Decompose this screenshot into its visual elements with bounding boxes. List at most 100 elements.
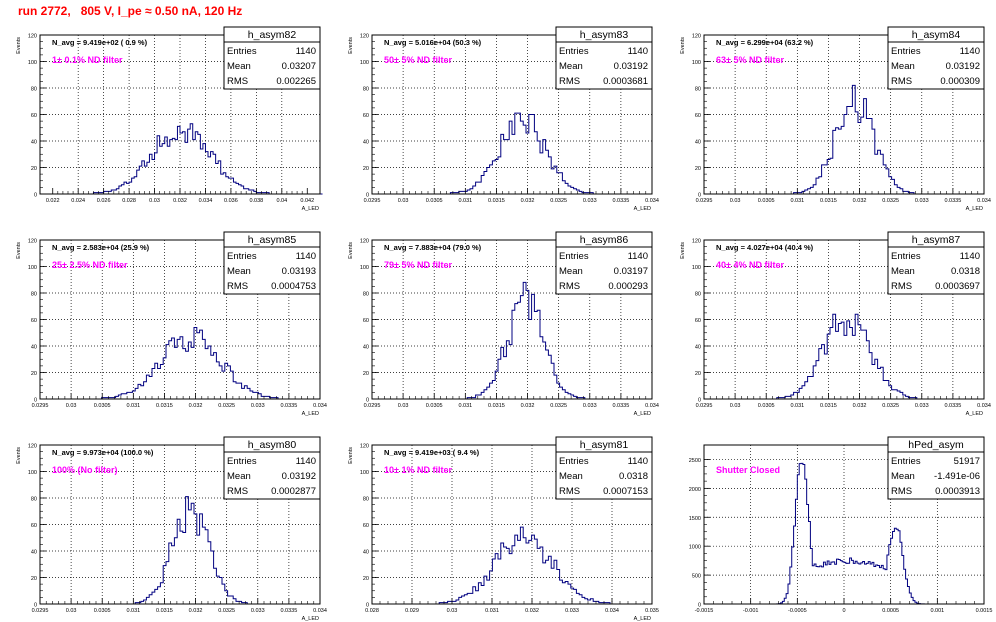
x-tick-label: 0.03 (66, 403, 77, 409)
stats-value-mean: -1.491e-06 (934, 471, 980, 482)
x-tick-label: 0.024 (71, 198, 85, 204)
filter-annotation: Shutter Closed (716, 465, 780, 475)
x-tick-label: 0.0315 (488, 198, 505, 204)
stats-label-entries: Entries (559, 456, 589, 467)
histogram-series (40, 326, 320, 400)
stats-label-rms: RMS (227, 281, 248, 292)
n-avg-text: N_avg = 9.419e+03 ( 9.4 %) (384, 448, 480, 457)
x-tick-label: 0.033 (915, 403, 929, 409)
grid (40, 34, 320, 194)
stats-value-entries: 1140 (296, 251, 316, 262)
y-tick-label: 2500 (689, 458, 701, 464)
x-tick-label: 0.028 (365, 608, 379, 614)
stats-box-frame (887, 436, 985, 500)
stats-name: h_asym80 (248, 439, 297, 451)
x-axis-title: A_LED (634, 206, 651, 212)
x-tick-label: -0.0005 (788, 608, 807, 614)
stats-label-mean: Mean (891, 266, 915, 277)
stats-label-entries: Entries (891, 456, 921, 467)
x-tick-label: 0.0305 (426, 198, 443, 204)
stats-value-rms: 0.0003697 (935, 281, 980, 292)
stats-label-rms: RMS (227, 486, 248, 497)
y-tick-label: 0 (34, 603, 37, 609)
y-tick-label: 20 (363, 371, 369, 377)
stats-box-frame (887, 231, 985, 295)
x-tick-label: 0.034 (977, 403, 991, 409)
x-tick-label: 0.0325 (218, 403, 235, 409)
y-tick-label: 40 (363, 140, 369, 146)
grid (372, 239, 652, 399)
x-tick-label: 0.0305 (758, 198, 775, 204)
stats-value-rms: 0.0002877 (271, 486, 316, 497)
histogram-series (372, 112, 652, 195)
stats-label-mean: Mean (559, 61, 583, 72)
y-tick-label: 20 (31, 166, 37, 172)
histogram-panel-h_asym83: 0 20 40 60 80 100 120 0.0295 0.03 0.0305 0.031 0.03… (348, 26, 659, 212)
y-tick-label: 0 (698, 603, 701, 609)
x-tick-label: 0.032 (525, 608, 539, 614)
x-tick-label: 0.033 (915, 198, 929, 204)
y-tick-label: 20 (695, 166, 701, 172)
y-axis-title: Events (16, 447, 22, 464)
y-tick-label: 80 (31, 497, 37, 503)
histogram-panel-h_asym87: 0 20 40 60 80 100 120 0.0295 0.03 0.0305 0.031 0.03… (680, 231, 991, 417)
y-axis-title: Events (680, 37, 686, 54)
filter-annotation: 63± 5% ND filter (716, 55, 784, 65)
stats-label-entries: Entries (559, 46, 589, 57)
y-tick-label: 20 (363, 576, 369, 582)
x-tick-label: 0.0005 (882, 608, 899, 614)
filter-annotation: 79± 5% ND filter (384, 260, 452, 270)
histogram-series (704, 84, 984, 195)
stats-value-mean: 0.03197 (614, 266, 648, 277)
y-axis-title: Events (348, 242, 354, 259)
histogram-panel-h_asym86: 0 20 40 60 80 100 120 0.0295 0.03 0.0305 0.031 0.03… (348, 231, 659, 417)
histogram-series (40, 123, 323, 195)
stats-box: h_asym80 Entries 1140 Mean 0.03192 RMS 0.00028… (223, 436, 321, 500)
y-tick-label: 60 (31, 523, 37, 529)
stats-label-entries: Entries (227, 456, 257, 467)
x-tick-label: 0.031 (458, 403, 472, 409)
y-tick-label: 500 (692, 574, 701, 580)
x-tick-label: 0.0325 (882, 403, 899, 409)
x-tick-label: 0.0325 (218, 608, 235, 614)
grid (372, 444, 652, 604)
x-tick-label: 0.034 (645, 403, 659, 409)
x-tick-label: 0.034 (313, 403, 327, 409)
stats-box: h_asym87 Entries 1140 Mean 0.0318 RMS 0.000369… (887, 231, 985, 295)
stats-name: h_asym85 (248, 234, 297, 246)
y-axis: 0 500 1000 1500 2000 2500 (689, 458, 710, 609)
x-tick-label: 0.0315 (488, 403, 505, 409)
y-axis: 0 20 40 60 80 100 120 (28, 444, 46, 609)
y-tick-label: 100 (28, 470, 37, 476)
histogram-series (372, 526, 652, 605)
stats-box: h_asym86 Entries 1140 Mean 0.03197 RMS 0.00029… (555, 231, 653, 295)
filter-annotation: 1± 0.1% ND filter (52, 55, 123, 65)
y-tick-label: 0 (366, 603, 369, 609)
y-tick-label: 80 (695, 87, 701, 93)
stats-value-mean: 0.03192 (946, 61, 980, 72)
x-tick-label: 0.0305 (758, 403, 775, 409)
filter-annotation: 40± 4% ND filter (716, 260, 784, 270)
x-tick-label: 0.034 (313, 608, 327, 614)
y-tick-label: 20 (31, 576, 37, 582)
y-tick-label: 20 (31, 371, 37, 377)
stats-value-rms: 0.000309 (940, 76, 980, 87)
grid (40, 239, 320, 399)
x-tick-label: 0.03 (149, 198, 160, 204)
x-axis: 0.0295 0.03 0.0305 0.031 0.0315 0.032 0.0325 0.… (696, 393, 991, 409)
x-axis-title: A_LED (302, 206, 319, 212)
grid (704, 34, 984, 194)
x-tick-label: 0.032 (521, 198, 535, 204)
x-tick-label: 0.0335 (612, 403, 629, 409)
y-tick-label: 120 (360, 34, 369, 40)
x-tick-label: 0.0335 (280, 608, 297, 614)
x-tick-label: 0.03 (730, 403, 741, 409)
histogram-series (40, 496, 320, 605)
x-tick-label: 0.033 (583, 403, 597, 409)
stats-value-entries: 51917 (954, 456, 980, 467)
stats-name: h_asym84 (912, 29, 961, 41)
y-tick-label: 60 (363, 113, 369, 119)
y-tick-label: 120 (360, 444, 369, 450)
x-tick-label: 0.0325 (550, 198, 567, 204)
